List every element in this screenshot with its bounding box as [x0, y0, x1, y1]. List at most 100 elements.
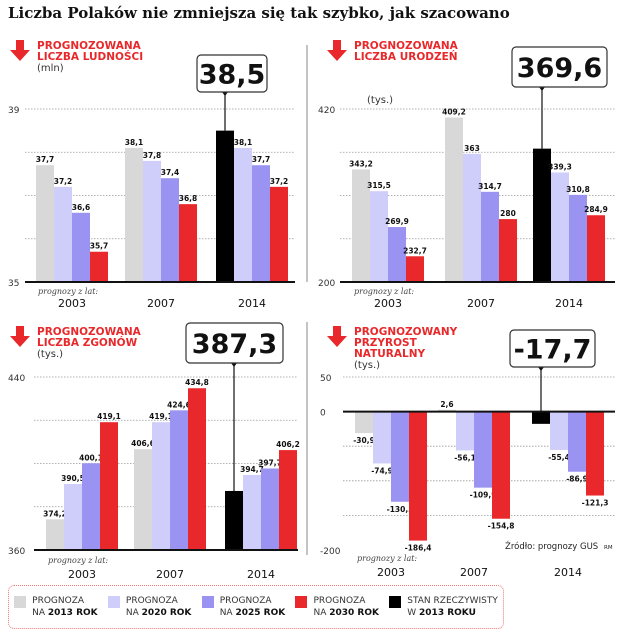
legend-label: W	[407, 608, 420, 618]
bar-value-label: 310,8	[566, 185, 590, 194]
bar-value-label: 35,7	[90, 242, 109, 251]
callout-box	[509, 329, 596, 368]
legend-label: 2013 ROKU	[419, 608, 476, 618]
bar-value-label: -186,4	[405, 544, 432, 553]
down-arrow-icon	[10, 40, 30, 61]
bar-value-label: -30,9	[353, 436, 375, 445]
y-tick-label: 39	[8, 106, 20, 116]
chart-title: PRZYROST	[354, 337, 418, 349]
x-category-label: 2014	[555, 297, 583, 310]
callout-value: -17,7	[514, 335, 592, 366]
bar-f2030	[270, 186, 288, 282]
bar-f2020	[54, 186, 72, 282]
callout-box	[511, 46, 608, 88]
bar-f2013	[46, 519, 64, 550]
bar-f2020	[551, 172, 569, 282]
legend-label: 2013 ROK	[47, 608, 98, 618]
legend-label: NA	[219, 608, 236, 618]
bar-f2030	[499, 219, 517, 282]
legend-item-actual: STAN RZECZYWISTY W 2013 ROKU	[389, 595, 498, 619]
x-category-label: 2003	[377, 566, 405, 579]
down-arrow-icon	[10, 326, 30, 347]
bar-f2030	[409, 411, 427, 541]
bar-value-label: -86,9	[566, 475, 588, 484]
legend-swatch	[14, 596, 27, 608]
bar-f2020	[143, 160, 161, 282]
bar-f2030	[179, 204, 197, 282]
bar-value-label: 36,6	[72, 203, 91, 212]
chart-title: LICZBA LUDNOŚCI	[37, 50, 143, 63]
bar-f2030	[406, 256, 424, 282]
bar-value-label: 36,8	[179, 194, 198, 203]
source-note: Źródło: prognozy GUS	[505, 540, 598, 552]
y-tick-label: 360	[8, 547, 25, 557]
callout-value: 369,6	[517, 53, 602, 84]
main-title: Liczba Polaków nie zmniejsza się tak szy…	[8, 4, 510, 22]
bar-f2013	[352, 169, 370, 282]
bar-f2013	[125, 147, 143, 282]
x-category-label: 2007	[467, 297, 495, 310]
x-category-label: 2003	[374, 297, 402, 310]
bar-f2020	[550, 411, 568, 450]
bar-f2020	[456, 411, 474, 451]
legend-label: PROGNOZA	[313, 596, 366, 606]
callout-box	[196, 54, 268, 93]
bar-f2020	[243, 474, 261, 550]
y-tick-label: 50	[320, 374, 332, 384]
bar-value-label: 343,2	[349, 159, 373, 168]
x-category-label: 2007	[156, 568, 184, 581]
y-tick-label: 420	[318, 106, 335, 116]
legend-swatch	[295, 596, 308, 608]
callout-pointer	[539, 87, 545, 91]
bar-actual	[216, 130, 234, 282]
bar-f2013	[445, 117, 463, 282]
legend-label: PROGNOZA	[32, 596, 85, 606]
down-arrow-icon	[327, 40, 347, 61]
author-mark: RM	[604, 545, 613, 551]
bar-value-label: 400,1	[79, 453, 103, 462]
bar-value-label: 424,6	[167, 400, 191, 409]
bar-value-label: -55,4	[548, 453, 570, 462]
x-category-label: 2014	[554, 566, 582, 579]
bar-value-label: 419,1	[149, 412, 173, 421]
bar-f2013	[134, 449, 152, 550]
bar-value-label: 37,4	[161, 168, 180, 177]
bar-f2025	[388, 227, 406, 282]
bar-value-label: 397,7	[258, 458, 282, 467]
bar-f2025	[170, 410, 188, 550]
bar-value-label: 232,7	[403, 246, 427, 255]
bar-value-label: 406,2	[276, 440, 300, 449]
bar-f2025	[161, 178, 179, 282]
legend-item-2013: PROGNOZA NA 2013 ROK	[14, 595, 98, 619]
bar-f2030	[279, 450, 297, 550]
x-category-label: 2003	[58, 297, 86, 310]
bar-f2025	[391, 411, 409, 502]
bar-value-label: 314,7	[478, 182, 502, 191]
x-category-label: 2014	[238, 297, 266, 310]
callout-pointer	[222, 92, 228, 96]
chart-title: LICZBA ZGONÓW	[37, 336, 138, 349]
bar-value-label: 38,1	[125, 138, 144, 147]
bar-value-label: 37,7	[36, 155, 55, 164]
legend-label: STAN RZECZYWISTY	[407, 596, 498, 606]
y-tick-label: 35	[8, 279, 19, 289]
bar-f2030	[188, 388, 206, 550]
chart-title: PROGNOZOWANY	[354, 326, 458, 338]
bar-value-label: 38,1	[234, 138, 253, 147]
legend: PROGNOZA NA 2013 ROK PROGNOZA NA 2020 ROK …	[8, 585, 504, 629]
bar-value-label: 406,6	[131, 439, 155, 448]
bar-value-label: 315,5	[367, 181, 391, 190]
bar-value-label: 390,5	[61, 474, 85, 483]
bar-value-label: -109,9	[470, 491, 497, 500]
bar-f2020	[234, 147, 252, 282]
bar-f2020	[64, 484, 82, 550]
unit-label: (tys.)	[367, 95, 393, 106]
bar-value-label: -130,3	[387, 505, 414, 514]
y-tick-label: 200	[318, 279, 335, 289]
bar-value-label: 419,1	[97, 412, 121, 421]
bar-f2020	[152, 422, 170, 550]
legend-item-2025: PROGNOZA NA 2025 ROK	[201, 595, 285, 619]
bar-value-label: 363	[464, 144, 480, 153]
bar-actual	[533, 148, 551, 282]
